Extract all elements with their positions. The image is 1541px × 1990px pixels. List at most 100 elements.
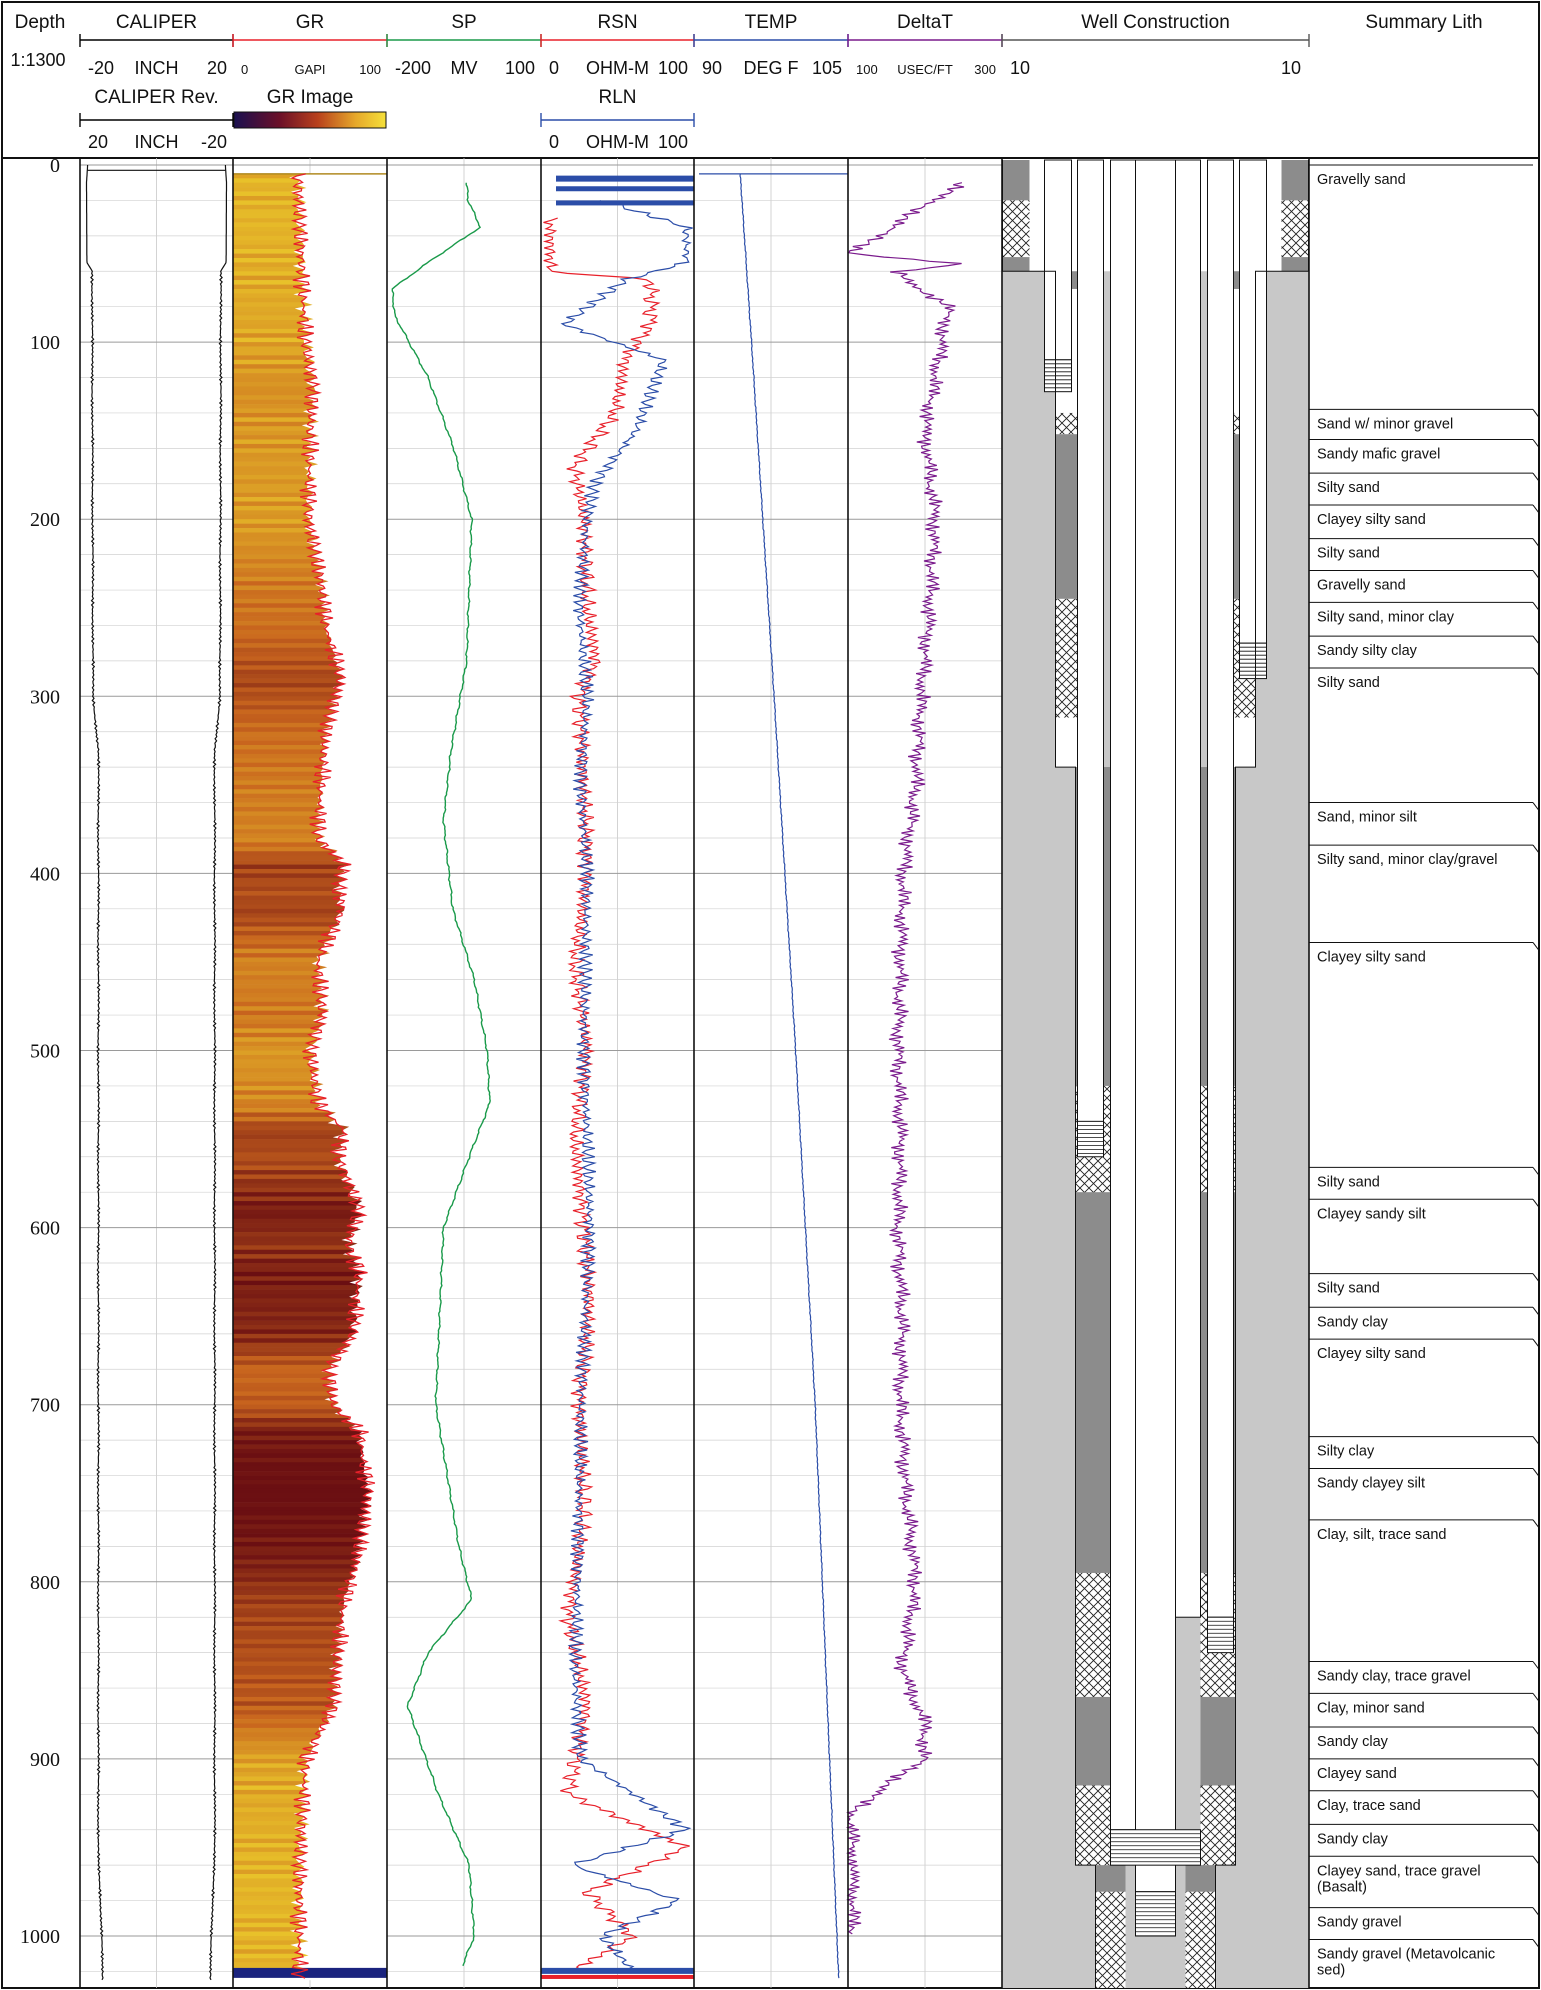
gr-image-band <box>233 448 387 454</box>
scale-label: 1:1300 <box>10 50 65 70</box>
gr-image-band <box>233 709 387 715</box>
gr-image-band <box>233 1369 387 1375</box>
screen-2 <box>1239 642 1267 680</box>
gr-image-band <box>233 1661 387 1667</box>
gr-image-band <box>233 1276 387 1282</box>
gr-image-band <box>233 1364 387 1370</box>
gr-image-band <box>233 1285 387 1290</box>
scale-max-rsn: 100 <box>658 58 688 78</box>
gr-image-band <box>233 895 387 901</box>
gr-image-band <box>233 1023 387 1029</box>
lith-interval: Clay, trace sand <box>1309 1790 1540 1814</box>
lith-interval: Clay, minor sand <box>1309 1692 1540 1716</box>
gr-image-band <box>233 1298 387 1304</box>
gr-image-band <box>233 1479 387 1485</box>
depth-tick-label: 900 <box>30 1749 60 1771</box>
lith-boundary-tick <box>1532 1167 1540 1176</box>
lith-boundary-tick <box>1532 1338 1540 1348</box>
gr-image-band <box>233 846 387 852</box>
gr-image-band <box>233 616 387 622</box>
gr-image-band <box>233 1679 387 1684</box>
gr-image-band <box>233 798 387 803</box>
scale-max-temp: 105 <box>812 58 842 78</box>
scale-min-deltat: 100 <box>856 62 878 77</box>
lith-label: Silty sand <box>1317 480 1380 496</box>
second-scale-min-caliper: 20 <box>88 132 108 152</box>
gr-image-band <box>233 377 387 383</box>
lith-boundary-tick <box>1532 538 1540 547</box>
gr-image-band <box>233 1165 387 1171</box>
gr-image-band <box>233 1506 387 1512</box>
gr-image-band <box>233 563 387 569</box>
scale-max-deltat: 300 <box>974 62 996 77</box>
lith-label: Sandy gravel <box>1317 1915 1402 1931</box>
lith-boundary-tick <box>1532 1726 1540 1736</box>
gr-image-band <box>233 1413 387 1419</box>
gr-image-band <box>233 1152 387 1158</box>
gr-image-band <box>233 1608 387 1614</box>
gr-image-band <box>233 904 387 910</box>
gr-image-band <box>233 961 387 967</box>
gr-image-band <box>233 1121 387 1127</box>
depth-tick-label: 800 <box>30 1572 60 1594</box>
gr-image-band <box>233 1670 387 1676</box>
gr-image-band <box>233 1590 387 1596</box>
gr-image-band <box>233 957 387 963</box>
gr-image-band <box>233 1006 387 1011</box>
gr-image-band <box>233 1139 387 1144</box>
curve-deltat <box>845 182 965 1935</box>
second-scale-unit-rsn: OHM-M <box>586 132 649 152</box>
track-title-deltat: DeltaT <box>897 12 953 33</box>
lith-interval: Clayey silty sand <box>1309 941 1540 965</box>
lith-label: Sand, minor silt <box>1317 810 1417 826</box>
gr-image-band <box>233 784 387 790</box>
scale-unit-caliper: INCH <box>135 58 179 78</box>
gr-image-band <box>233 975 387 980</box>
gr-image-band <box>233 674 387 679</box>
well-top-hatch-right <box>1281 200 1309 258</box>
gr-image-band <box>233 1289 387 1295</box>
gr-image-band <box>233 771 387 777</box>
gr-image-band <box>233 806 387 812</box>
gr-image-band <box>233 696 387 702</box>
rln-top-band <box>556 175 694 182</box>
lith-interval: Sandy clay <box>1309 1823 1540 1847</box>
lith-boundary-tick <box>1532 1693 1540 1702</box>
track-title-lith: Summary Lith <box>1365 12 1482 33</box>
gr-image-band <box>233 1714 387 1720</box>
lith-interval: Sandy clay <box>1309 1726 1540 1750</box>
gr-image-band <box>233 683 387 688</box>
lith-label: (Basalt) <box>1317 1879 1367 1895</box>
gr-image-band <box>233 678 387 684</box>
lith-interval: Gravelly sand <box>1309 164 1533 188</box>
lith-boundary-tick <box>1532 1519 1540 1529</box>
gr-image-band <box>233 629 387 635</box>
depth-tick-label: 300 <box>30 686 60 708</box>
lith-label: Silty sand <box>1317 1281 1380 1297</box>
gr-image-band <box>233 789 387 795</box>
lith-label: Silty sand <box>1317 546 1380 562</box>
scale-unit-temp: DEG F <box>743 58 798 78</box>
track-title-rsn: RSN <box>597 12 637 33</box>
casing-inner-left <box>1110 159 1136 1831</box>
gr-image-band <box>233 1630 387 1636</box>
lith-boundary-tick <box>1532 1436 1540 1445</box>
gr-image-band <box>233 1626 387 1631</box>
gr-image-band <box>233 1125 387 1131</box>
lith-label: Sandy silty clay <box>1317 643 1418 659</box>
gr-image-band <box>233 1254 387 1259</box>
gr-image-band <box>233 643 387 648</box>
track-title-temp: TEMP <box>745 12 798 33</box>
gr-image-band <box>233 581 387 586</box>
depth-title: Depth <box>15 12 66 33</box>
gr-image-band <box>233 860 387 865</box>
second-title-caliper: CALIPER Rev. <box>94 87 218 108</box>
gr-image-band <box>233 585 387 591</box>
gr-image-band <box>233 1170 387 1175</box>
gr-image-band <box>233 1493 387 1498</box>
gr-image-band <box>233 1431 387 1436</box>
lith-label: Sandy clay <box>1317 1734 1389 1750</box>
gr-image-band <box>233 1240 387 1246</box>
